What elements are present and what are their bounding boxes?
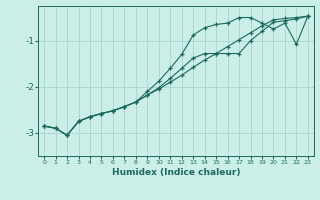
- X-axis label: Humidex (Indice chaleur): Humidex (Indice chaleur): [112, 168, 240, 177]
